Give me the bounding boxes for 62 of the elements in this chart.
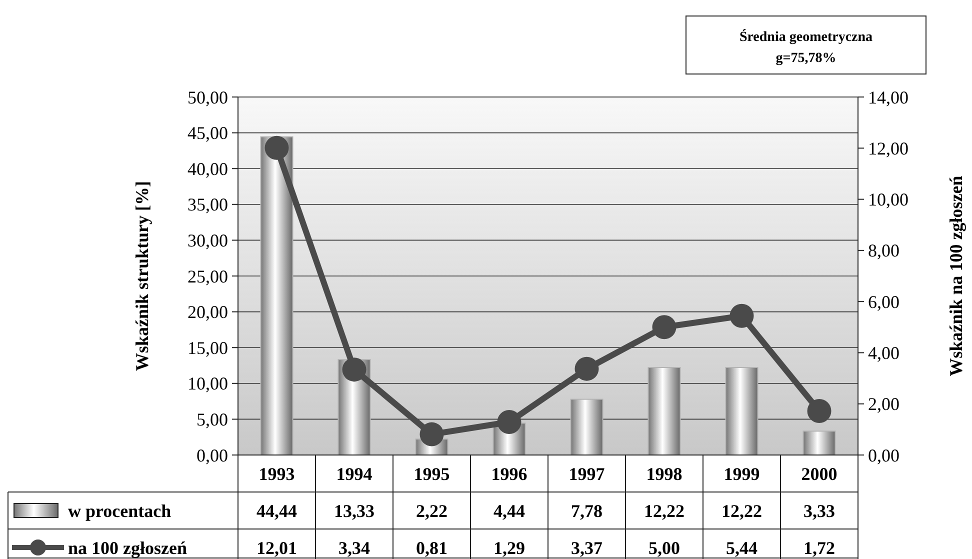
x-tick-label: 2000 [801,464,838,484]
y2-axis-title: Wskaźnik na 100 zgłoszeń [946,176,966,376]
x-tick-label: 1997 [568,464,605,484]
y-tick-label: 15,00 [188,338,228,358]
y2-tick-label: 12,00 [868,138,908,158]
data-label: 7,78 [571,500,602,521]
x-tick-label: 1995 [414,464,450,484]
point [420,422,444,446]
point [574,356,599,381]
y2-tick-label: 2,00 [868,394,900,414]
bar [725,367,758,456]
y2-tick-label: 0,00 [868,445,900,466]
y-tick-label: 45,00 [188,123,228,144]
data-label: 3,37 [571,538,602,558]
data-label: 44,44 [256,500,297,521]
bar [570,398,604,456]
data-label: 0,81 [416,538,448,558]
point [652,315,676,340]
legend-label: na 100 zgłoszeń [68,538,187,558]
y-tick-label: 35,00 [188,194,228,215]
data-label: 13,33 [334,500,374,521]
text: Średnia geometryczna [739,28,873,45]
y2-tick-label: 4,00 [868,343,900,364]
y-tick-label: 25,00 [188,266,228,286]
point [342,358,366,382]
x-tick-label: 1994 [336,464,372,484]
bar [802,430,836,456]
x-tick-label: 1996 [491,464,528,484]
y-tick-label: 20,00 [188,302,228,322]
x-tick-label: 1998 [646,464,682,484]
y-tick-label: 50,00 [188,87,228,108]
y-tick-label: 10,00 [188,374,228,394]
data-label: 12,22 [722,500,762,521]
data-label: 1,29 [494,538,525,558]
data-label: 3,33 [804,500,835,521]
point [807,399,832,424]
point [730,304,754,328]
y2-tick-label: 10,00 [868,190,908,210]
data-label: 2,22 [416,500,448,521]
y2-tick-label: 8,00 [868,240,900,261]
data-label: 12,22 [644,500,684,521]
data-label: 5,00 [648,538,680,558]
data-label: 5,44 [726,538,758,558]
y-tick-label: 30,00 [188,230,228,250]
point [497,410,522,434]
y-tick-label: 40,00 [188,158,228,179]
text: g=75,78% [776,50,836,66]
y-tick-label: 5,00 [196,410,228,430]
data-label: 3,34 [338,538,370,558]
y-tick-label: 0,00 [196,445,228,466]
data-label: 1,72 [804,538,835,558]
x-tick-label: 1999 [724,464,760,484]
bar [260,136,294,456]
bar [648,367,681,456]
y2-tick-label: 14,00 [868,87,908,108]
x-tick-label: 1993 [258,464,295,484]
legend-label: w procentach [68,500,172,521]
data-label: 12,01 [256,538,297,558]
point [264,136,289,160]
y2-tick-label: 6,00 [868,292,900,312]
data-label: 4,44 [494,500,525,521]
y-axis-title: Wskaźnik struktury [%] [132,180,152,372]
